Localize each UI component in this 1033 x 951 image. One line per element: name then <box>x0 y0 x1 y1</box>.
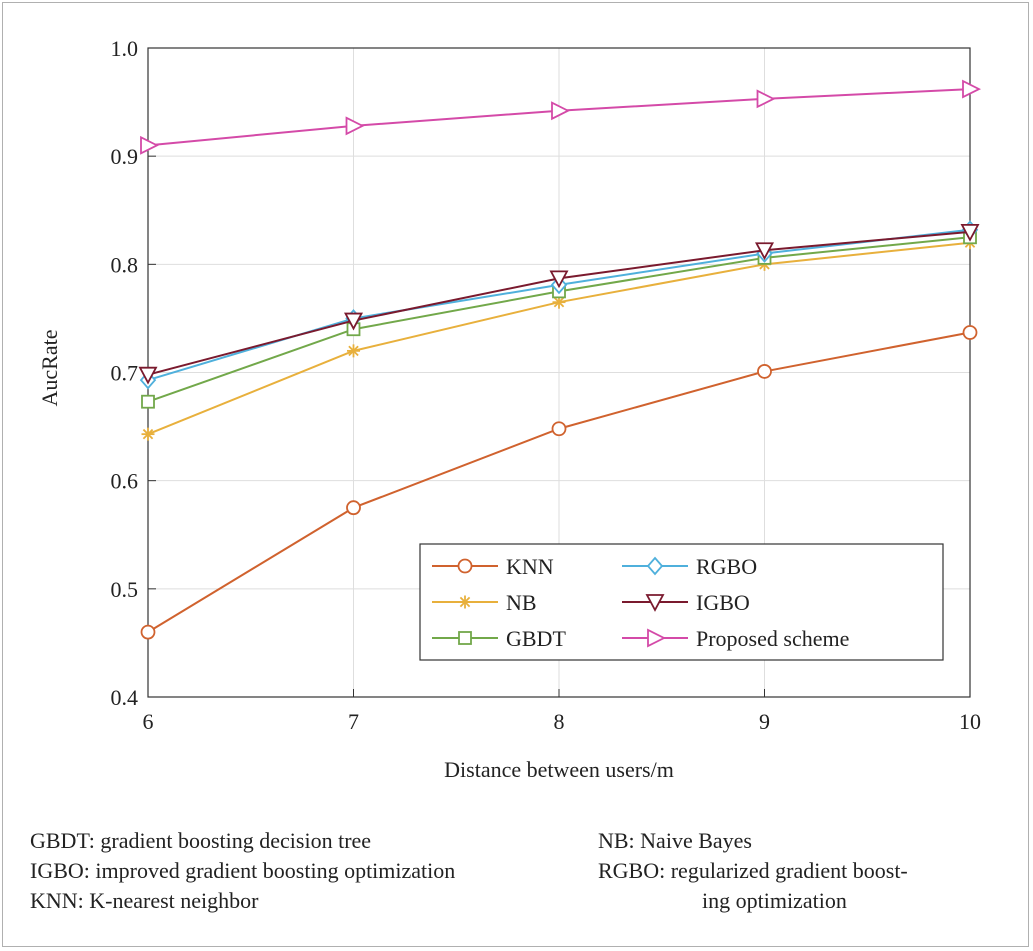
data-point-square <box>458 631 472 645</box>
data-point-circle <box>551 421 567 437</box>
data-point-triangle-right <box>756 89 776 109</box>
legend-label: NB <box>506 590 537 615</box>
legend-label: Proposed scheme <box>696 626 849 651</box>
axis-ticks: 0.4 0.5 0.6 0.7 0.8 0.9 1.0 6 7 8 9 10 <box>111 36 982 734</box>
data-point-circle <box>346 500 361 516</box>
x-tick-label: 10 <box>959 709 981 734</box>
footnote-rgbo: RGBO: regularized gradient boost- <box>598 858 908 883</box>
data-point-triangle-right <box>551 101 571 121</box>
footnotes-right: NB: Naive Bayes RGBO: regularized gradie… <box>598 826 1018 916</box>
data-point-triangle-down <box>645 594 665 612</box>
x-tick-label: 6 <box>143 709 154 734</box>
series-igbo <box>138 223 980 385</box>
legend-label: KNN <box>506 554 554 579</box>
footnote-knn: KNN: K-nearest neighbor <box>30 888 259 913</box>
data-point-circle <box>140 624 156 640</box>
legend-item: NB <box>432 590 537 615</box>
x-axis-label: Distance between users/m <box>444 757 674 782</box>
legend-item: Proposed scheme <box>622 626 849 651</box>
data-point-triangle-down <box>549 270 569 289</box>
x-tick-label: 8 <box>554 709 565 734</box>
data-point-triangle-right <box>647 628 667 648</box>
legend-item: KNN <box>432 554 554 579</box>
y-tick-label: 1.0 <box>111 36 139 61</box>
footnote-gbdt: GBDT: gradient boosting decision tree <box>30 828 372 853</box>
legend-label: IGBO <box>696 590 750 615</box>
data-point-asterisk <box>458 595 472 609</box>
series-proposed-scheme <box>140 79 982 155</box>
data-point-circle <box>962 325 978 340</box>
x-tick-label: 9 <box>759 709 770 734</box>
y-axis-label: AucRate <box>37 330 62 407</box>
y-tick-label: 0.4 <box>111 685 139 710</box>
y-tick-label: 0.6 <box>111 469 139 494</box>
footnote-rgbo-continued: ing optimization <box>702 888 847 913</box>
data-point-triangle-right <box>345 116 365 136</box>
data-point-triangle-right <box>962 79 982 99</box>
y-tick-label: 0.8 <box>111 252 139 277</box>
data-point-triangle-down <box>138 366 158 385</box>
data-point-triangle-down <box>960 223 980 242</box>
y-tick-label: 0.7 <box>111 361 139 386</box>
data-point-triangle-right <box>140 135 160 155</box>
legend-item: GBDT <box>432 626 566 651</box>
data-point-square <box>141 394 155 409</box>
data-point-circle <box>457 558 473 574</box>
footnote-nb: NB: Naive Bayes <box>598 828 752 853</box>
data-point-asterisk <box>347 344 360 358</box>
data-point-asterisk <box>141 427 155 441</box>
legend-label: GBDT <box>506 626 566 651</box>
data-point-circle <box>757 364 772 379</box>
y-tick-label: 0.5 <box>111 577 139 602</box>
legend-item: RGBO <box>622 554 757 579</box>
series-knn <box>140 325 978 640</box>
data-point-triangle-down <box>344 312 363 331</box>
legend-label: RGBO <box>696 554 757 579</box>
legend-item: IGBO <box>622 590 750 615</box>
x-tick-label: 7 <box>348 709 359 734</box>
line-chart: 0.4 0.5 0.6 0.7 0.8 0.9 1.0 6 7 8 9 10 Distance bet… <box>37 36 982 782</box>
data-point-diamond <box>646 556 664 576</box>
footnote-igbo: IGBO: improved gradient boosting optimiz… <box>30 858 456 883</box>
footnotes-left: GBDT: gradient boosting decision tree IG… <box>30 826 590 916</box>
legend: KNN NB GBDT RGBO IGBO Proposed scheme <box>419 543 944 661</box>
series-group <box>138 79 982 640</box>
y-tick-label: 0.9 <box>111 144 139 169</box>
data-point-triangle-down <box>755 242 774 261</box>
